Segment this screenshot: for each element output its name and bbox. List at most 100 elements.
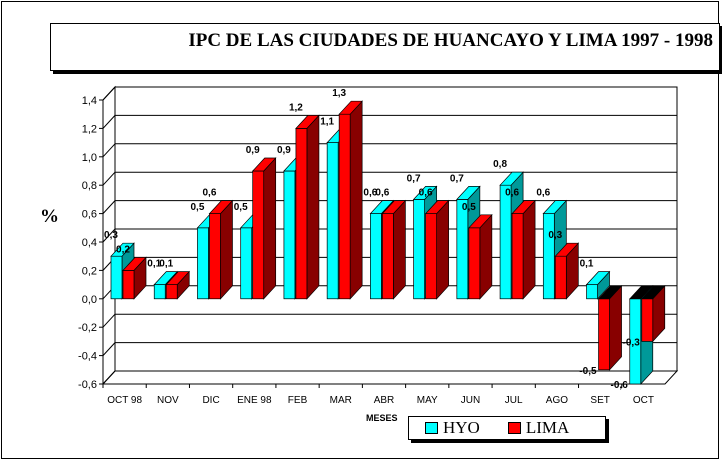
y-tick-label: 0,8	[82, 180, 97, 192]
bar-top	[295, 115, 320, 129]
data-label: -0,5	[579, 366, 597, 377]
y-tick-label: 0,4	[82, 237, 97, 249]
bar-side	[609, 284, 622, 371]
x-tick-labels: OCT 98 NOV DIC ENE 98 FEB MAR ABR MAY JUN JUL AGO S…	[102, 384, 654, 406]
legend-swatch-hyo	[425, 422, 438, 434]
bar-front	[370, 213, 382, 300]
y-tick-label: 0,2	[82, 265, 97, 277]
bar-hyo	[585, 270, 611, 300]
bar-front	[499, 184, 512, 300]
bar-top	[122, 257, 147, 271]
bar-front	[425, 213, 437, 300]
bar-front	[165, 284, 178, 300]
gridline-side	[102, 313, 116, 328]
bar-lima	[165, 270, 191, 300]
bar-front	[295, 128, 308, 300]
bar-side	[220, 199, 233, 300]
bar-top	[640, 285, 666, 300]
y-tick-label: -0,2	[78, 322, 97, 334]
chart-title: IPC DE LAS CIUDADES DE HUANCAYO Y LIMA 1…	[188, 30, 713, 51]
y-axis-label: %	[40, 206, 59, 227]
data-label: 0,6	[536, 188, 550, 199]
gridline-side	[102, 171, 116, 186]
data-label: 0,6	[419, 188, 433, 199]
legend-label-hyo: HYO	[443, 418, 480, 437]
bar-front	[511, 213, 524, 300]
bar-top	[542, 200, 568, 214]
bar-lima	[554, 242, 580, 300]
y-tick-label: 1,4	[82, 95, 97, 107]
legend-label-lima: LIMA	[525, 418, 570, 437]
bar-front	[641, 298, 654, 342]
data-label: 0,3	[104, 230, 118, 241]
bar-front	[456, 199, 469, 300]
x-tick-label: SET	[590, 395, 609, 406]
y-tick-label: -0,6	[78, 379, 97, 391]
x-axis-label: MESES	[366, 413, 398, 423]
bar-top	[597, 285, 623, 300]
data-label: 0,8	[493, 159, 507, 170]
data-label: 0,9	[277, 145, 291, 156]
gridline-side	[102, 200, 116, 214]
bar-side	[263, 157, 277, 300]
bar-lima	[511, 199, 536, 300]
bar-top	[110, 242, 135, 257]
bar-side	[436, 199, 449, 300]
data-label: 0,7	[450, 173, 464, 184]
bar-front	[382, 213, 394, 300]
bar-side	[349, 100, 363, 300]
bar-top	[456, 186, 481, 200]
data-label: 0,6	[203, 188, 217, 199]
y-tick-label: 0,6	[82, 209, 97, 221]
x-tick-label: JUL	[505, 395, 523, 406]
bar-top	[153, 271, 179, 285]
bar-top	[628, 285, 654, 300]
bar-top	[499, 171, 524, 186]
x-tick-label: MAY	[417, 395, 438, 406]
data-label: 1,2	[289, 102, 303, 113]
bar-lima	[597, 284, 623, 371]
data-label: 0,1	[580, 259, 594, 270]
bar-front	[153, 284, 166, 300]
legend-swatch-lima	[507, 422, 521, 434]
bar-top	[338, 100, 363, 115]
y-tick-label: 0,0	[82, 294, 97, 306]
gridline-side	[102, 86, 116, 101]
bar-front	[110, 255, 123, 300]
bar-lima	[208, 199, 234, 300]
data-label: 0,5	[462, 202, 476, 213]
data-label: 0,1	[159, 259, 173, 270]
gridline-side	[102, 143, 116, 158]
bar-front	[338, 113, 351, 300]
y-tick-label: -0,4	[78, 351, 97, 363]
x-tick-label: AGO	[546, 395, 568, 406]
bar-lima	[381, 199, 407, 300]
data-label: 0,7	[407, 173, 421, 184]
data-label: 0,3	[548, 230, 562, 241]
bar-top	[511, 200, 536, 214]
bar-front	[413, 199, 425, 300]
bar-lima	[295, 114, 320, 300]
bar-lima	[424, 199, 450, 300]
chart-title-box: IPC DE LAS CIUDADES DE HUANCAYO Y LIMA 1…	[50, 23, 720, 71]
bar-top	[251, 157, 277, 172]
gridline-side	[102, 342, 116, 356]
x-tick-label: NOV	[157, 395, 179, 406]
bar-lima	[251, 157, 277, 300]
legend-item-lima: LIMA	[507, 418, 570, 438]
data-label: 0,5	[234, 202, 248, 213]
bar-front	[122, 270, 135, 300]
gridline-side	[102, 370, 116, 385]
x-tick-label: OCT	[633, 395, 654, 406]
bar-side	[522, 199, 536, 300]
data-label: 0,9	[246, 145, 260, 156]
data-label: 1,3	[332, 88, 346, 99]
bar-front	[598, 298, 610, 371]
bar-lima	[122, 256, 147, 300]
bar-front	[209, 213, 221, 300]
y-tick-labels: -0,6 -0,4 -0,2 0,0 0,2 0,4 0,6 0,8 1,0 1,2 1,4	[78, 95, 97, 391]
x-tick-label: JUN	[461, 395, 480, 406]
data-label: -0,6	[611, 380, 629, 391]
data-label: 0,6	[505, 188, 519, 199]
